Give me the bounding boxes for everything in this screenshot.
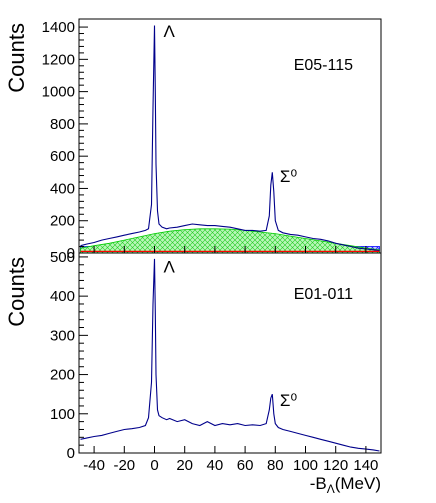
top-panel: 0 200 400 600 800 1000 1200 1400 Counts E05-115 Λ Σ… [4, 18, 382, 262]
x-tick-label: 100 [293, 457, 318, 474]
x-axis-label-sub: Λ [327, 482, 335, 496]
lambda-annotation: Λ [164, 22, 176, 41]
y-tick-label: 1000 [42, 84, 75, 101]
y-tick-label: 200 [50, 367, 75, 384]
series-fill-1 [80, 228, 380, 254]
x-tick-label: -40 [83, 457, 105, 474]
y-axis-label: Counts [4, 257, 29, 327]
y-tick-label: 500 [50, 249, 75, 266]
x-tick-label: 140 [353, 457, 378, 474]
y-tick-label: 300 [50, 327, 75, 344]
series-line-0 [80, 25, 380, 252]
x-tick-label: 0 [150, 457, 158, 474]
lambda-annotation: Λ [164, 258, 176, 277]
plot-frame [78, 18, 382, 254]
x-axis-label-unit: (MeV) [335, 474, 381, 493]
y-tick-label: 200 [50, 213, 75, 230]
y-tick-label: 0 [67, 245, 75, 262]
bottom-panel: 0 100 200 300 400 500 -40 -20 0 20 40 60 80 100 120 140… [4, 249, 382, 496]
y-tick-label: 600 [50, 148, 75, 165]
y-tick-label: 100 [50, 406, 75, 423]
x-tick-label: -20 [113, 457, 135, 474]
x-tick-label: 20 [176, 457, 193, 474]
x-axis-label-main: -B [310, 474, 327, 493]
x-tick-label: 60 [237, 457, 254, 474]
x-tick-label: 80 [267, 457, 284, 474]
plot-frame [78, 252, 382, 454]
y-tick-label: 800 [50, 116, 75, 133]
y-tick-label: 1400 [42, 19, 75, 36]
dataset-tag: E01-011 [294, 286, 353, 303]
dataset-tag: E05-115 [294, 57, 353, 74]
y-tick-label: 400 [50, 288, 75, 305]
y-tick-label: 400 [50, 180, 75, 197]
sigma-annotation: Σ⁰ [280, 391, 298, 410]
x-axis-label: -BΛ(MeV) [310, 474, 381, 496]
x-tick-label: 40 [207, 457, 224, 474]
y-tick-label: 0 [67, 445, 75, 462]
sigma-annotation: Σ⁰ [280, 167, 298, 186]
y-tick-label: 1200 [42, 51, 75, 68]
series-line-0 [80, 258, 380, 452]
y-axis-label: Counts [4, 23, 29, 93]
x-tick-label: 120 [323, 457, 348, 474]
